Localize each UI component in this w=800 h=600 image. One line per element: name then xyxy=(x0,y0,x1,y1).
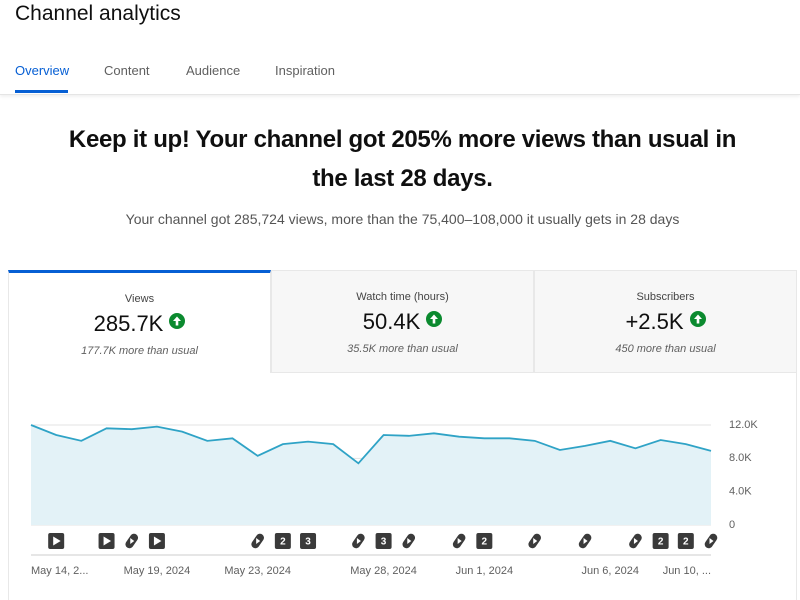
metric-card[interactable]: Views 285.7K 177.7K more than usual xyxy=(8,270,271,373)
play-icon xyxy=(407,538,412,544)
play-icon xyxy=(633,538,638,544)
card-note: 35.5K more than usual xyxy=(347,343,458,355)
x-tick-label: May 14, 2... xyxy=(31,565,88,577)
card-note: 450 more than usual xyxy=(615,343,716,355)
short-marker xyxy=(629,533,642,549)
up-icon xyxy=(426,311,443,327)
marker-box xyxy=(274,533,291,549)
play-icon xyxy=(583,538,588,544)
badge-count: 2 xyxy=(658,537,664,548)
page-title: Channel analytics xyxy=(15,2,181,25)
badge-marker: 2 xyxy=(652,533,669,549)
card-value-row: +2.5K xyxy=(535,309,796,335)
card-value: +2.5K xyxy=(625,309,684,334)
card-value: 50.4K xyxy=(362,309,421,334)
badge-count: 2 xyxy=(482,537,488,548)
tab-indicator xyxy=(15,90,68,93)
y-tick-label: 0 xyxy=(729,519,735,531)
up-icon xyxy=(169,313,186,329)
tab[interactable]: Inspiration xyxy=(275,63,335,78)
badge-marker: 2 xyxy=(677,533,694,549)
chart: 0 4.0K 8.0K 12.0K 2 3 3 2 2 2 May 14, 2... May 19, … xyxy=(30,419,758,577)
short-marker xyxy=(528,533,541,549)
headline: Keep it up! Your channel got 205% more v… xyxy=(68,126,737,192)
video-marker xyxy=(148,533,165,549)
area xyxy=(31,425,711,525)
play-icon xyxy=(457,538,462,544)
play-icon xyxy=(256,538,261,544)
y-tick-label: 12.0K xyxy=(729,419,758,431)
play-icon xyxy=(533,538,538,544)
badge-count: 3 xyxy=(305,537,311,548)
badge-count: 2 xyxy=(280,537,286,548)
play-icon xyxy=(130,538,135,544)
short-marker xyxy=(402,533,416,549)
card-label: Watch time (hours) xyxy=(356,291,449,303)
x-tick-label: May 28, 2024 xyxy=(350,565,417,577)
up-icon xyxy=(689,311,706,327)
marker-box xyxy=(677,533,694,549)
play-icon xyxy=(356,538,361,544)
metric-card[interactable]: Watch time (hours) 50.4K 35.5K more than… xyxy=(271,270,534,373)
card-value: 285.7K xyxy=(93,311,164,336)
video-marker xyxy=(48,533,65,549)
chart-panel: 0 4.0K 8.0K 12.0K 2 3 3 2 2 2 May 14, 2... May 19, … xyxy=(8,373,797,600)
badge-marker: 3 xyxy=(375,533,392,549)
y-tick-label: 8.0K xyxy=(729,452,752,464)
x-tick-label: Jun 10, ... xyxy=(663,565,711,577)
x-tick-label: May 19, 2024 xyxy=(124,565,191,577)
short-marker xyxy=(452,533,466,549)
short-marker xyxy=(704,533,718,549)
play-icon xyxy=(153,536,162,546)
card-note: 177.7K more than usual xyxy=(81,345,198,357)
short-marker xyxy=(352,533,365,549)
x-tick-label: Jun 1, 2024 xyxy=(456,565,514,577)
play-icon xyxy=(709,538,714,544)
x-tick-label: May 23, 2024 xyxy=(224,565,291,577)
card-value-row: 50.4K xyxy=(272,309,533,335)
play-icon xyxy=(103,536,112,546)
marker-box xyxy=(652,533,669,549)
summary-detail: Your channel got 285,724 views, more tha… xyxy=(125,211,680,227)
short-marker xyxy=(125,533,139,549)
line xyxy=(30,424,712,465)
tab[interactable]: Content xyxy=(104,63,150,78)
marker-box xyxy=(375,533,392,549)
badge-marker: 3 xyxy=(300,533,317,549)
tab[interactable]: Audience xyxy=(186,63,241,78)
badge-marker: 2 xyxy=(476,533,493,549)
video-marker xyxy=(98,533,115,549)
header: Channel analytics Overview Content Audie… xyxy=(0,0,800,95)
marker-box xyxy=(476,533,493,549)
y-tick-label: 4.0K xyxy=(729,486,752,498)
badge-count: 2 xyxy=(683,537,689,548)
badge-count: 3 xyxy=(381,537,387,548)
badge-marker: 2 xyxy=(274,533,291,549)
card-label: Subscribers xyxy=(636,291,695,303)
play-icon xyxy=(53,536,61,546)
tab[interactable]: Overview xyxy=(15,63,70,78)
card-value-row: 285.7K xyxy=(9,311,270,337)
short-marker xyxy=(251,533,264,549)
short-marker xyxy=(578,533,592,549)
x-tick-label: Jun 6, 2024 xyxy=(582,565,640,577)
metric-card[interactable]: Subscribers +2.5K 450 more than usual xyxy=(534,270,797,373)
card-label: Views xyxy=(124,293,155,305)
marker-box xyxy=(300,533,317,549)
